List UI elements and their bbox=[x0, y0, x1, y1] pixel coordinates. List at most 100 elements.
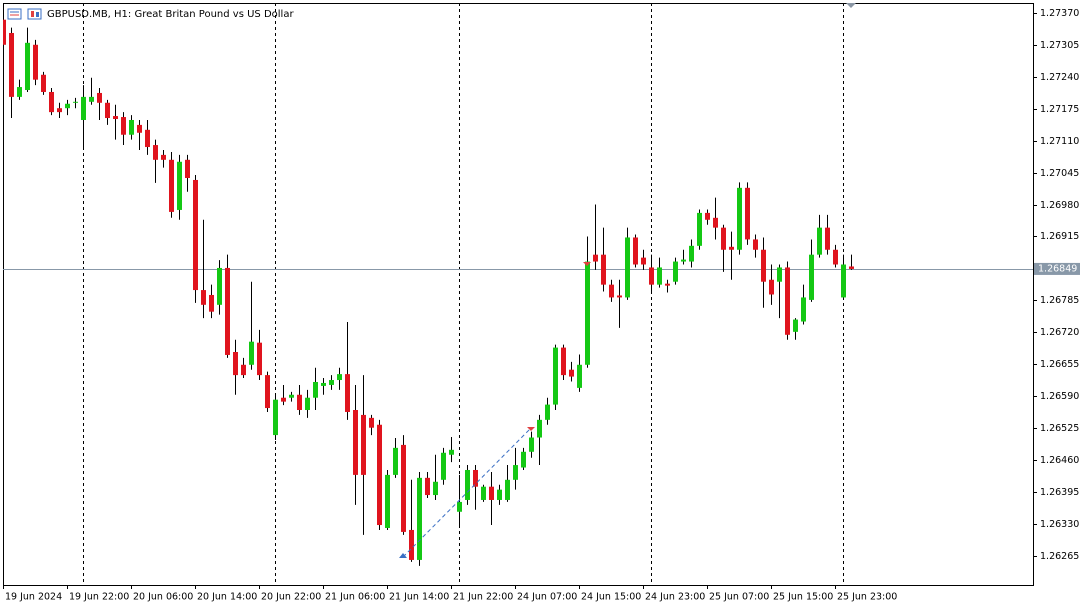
candle-body bbox=[521, 451, 526, 468]
candle-body bbox=[281, 397, 286, 402]
last-price-tag bbox=[1034, 262, 1080, 275]
x-tick-label: 24 Jun 15:00 bbox=[581, 592, 641, 603]
y-tick-label: 1.26785 bbox=[1040, 295, 1079, 306]
candle-body bbox=[489, 486, 494, 500]
candle-body bbox=[673, 261, 678, 282]
candle-body bbox=[505, 479, 510, 500]
candle-body bbox=[329, 380, 334, 385]
candle-body bbox=[265, 375, 270, 409]
candle-body bbox=[545, 404, 550, 420]
candle-body bbox=[169, 159, 174, 212]
x-tick-label: 19 Jun 22:00 bbox=[69, 592, 129, 603]
candle-body bbox=[129, 119, 134, 135]
plot-area bbox=[3, 3, 1033, 585]
candle-body bbox=[369, 417, 374, 428]
candle-body bbox=[649, 267, 654, 285]
candle-body bbox=[385, 474, 390, 528]
candle-body bbox=[353, 410, 358, 475]
candle-body bbox=[289, 394, 294, 398]
candle-body bbox=[537, 419, 542, 438]
x-tick-label: 19 Jun 2024 bbox=[5, 592, 62, 603]
candle-body bbox=[625, 237, 630, 298]
candle-body bbox=[113, 116, 118, 120]
candle-body bbox=[513, 465, 518, 480]
candle-body bbox=[337, 374, 342, 381]
y-tick-label: 1.26460 bbox=[1040, 455, 1079, 466]
candle-body bbox=[3, 19, 6, 45]
candle-body bbox=[593, 254, 598, 262]
candle-body bbox=[105, 102, 110, 119]
y-tick-label: 1.27110 bbox=[1040, 136, 1079, 147]
candle-body bbox=[553, 347, 558, 405]
candle-body bbox=[569, 369, 574, 377]
candle-body bbox=[401, 444, 406, 532]
candle-body bbox=[57, 108, 62, 113]
candle-body bbox=[721, 227, 726, 250]
candle-body bbox=[49, 91, 54, 113]
candle-body bbox=[841, 264, 846, 298]
candle-body bbox=[833, 249, 838, 265]
candle-body bbox=[121, 117, 126, 135]
candle-body bbox=[745, 187, 750, 240]
y-tick-label: 1.27370 bbox=[1040, 8, 1079, 19]
candle-body bbox=[225, 267, 230, 355]
plot-frame bbox=[3, 3, 1034, 586]
candle-body bbox=[849, 266, 854, 269]
candle-body bbox=[41, 74, 46, 92]
candle-body bbox=[449, 449, 454, 455]
x-tick-label: 21 Jun 22:00 bbox=[453, 592, 513, 603]
x-tick-label: 20 Jun 22:00 bbox=[261, 592, 321, 603]
candle-body bbox=[777, 267, 782, 282]
candle-body bbox=[617, 295, 622, 298]
y-tick-label: 1.26980 bbox=[1040, 200, 1079, 211]
y-tick-label: 1.26330 bbox=[1040, 519, 1079, 530]
candle-body bbox=[737, 187, 742, 250]
y-tick-label: 1.26655 bbox=[1040, 359, 1079, 370]
candle-body bbox=[657, 267, 662, 285]
y-tick-label: 1.26720 bbox=[1040, 327, 1079, 338]
candle-body bbox=[809, 254, 814, 300]
candle-body bbox=[457, 501, 462, 512]
candle-body bbox=[705, 212, 710, 220]
shift-marker bbox=[846, 3, 856, 8]
x-tick-label: 25 Jun 07:00 bbox=[709, 592, 769, 603]
candle-body bbox=[769, 279, 774, 295]
candle-body bbox=[417, 477, 422, 560]
candle-body bbox=[185, 159, 190, 178]
candle-body bbox=[249, 341, 254, 365]
candle-body bbox=[409, 529, 414, 560]
candle-body bbox=[697, 212, 702, 246]
candle-body bbox=[177, 161, 182, 210]
y-tick-label: 1.26395 bbox=[1040, 487, 1079, 498]
candle-body bbox=[473, 469, 478, 487]
candle-body bbox=[577, 364, 582, 388]
y-tick-label: 1.27045 bbox=[1040, 168, 1079, 179]
candle-body bbox=[209, 294, 214, 312]
candle-body bbox=[753, 239, 758, 250]
candle-body bbox=[233, 352, 238, 376]
candle-body bbox=[241, 364, 246, 376]
candle-body bbox=[441, 452, 446, 480]
x-tick-label: 25 Jun 23:00 bbox=[837, 592, 897, 603]
candle-body bbox=[633, 237, 638, 265]
candle-body bbox=[761, 249, 766, 282]
candle-body bbox=[433, 481, 438, 496]
candle-body bbox=[561, 347, 566, 376]
y-tick-label: 1.26915 bbox=[1040, 231, 1079, 242]
candle-body bbox=[665, 283, 670, 286]
chart-title: GBPUSD.MB, H1: Great Britan Pound vs US … bbox=[47, 9, 294, 20]
candle-body bbox=[9, 32, 14, 97]
x-tick-label: 24 Jun 07:00 bbox=[517, 592, 577, 603]
candle-body bbox=[601, 254, 606, 285]
candle-body bbox=[321, 382, 326, 386]
x-tick-label: 21 Jun 14:00 bbox=[389, 592, 449, 603]
candle-body bbox=[17, 87, 22, 97]
candle-body bbox=[25, 42, 30, 91]
candle-body bbox=[481, 486, 486, 500]
candle-body bbox=[641, 257, 646, 265]
y-tick-label: 1.26525 bbox=[1040, 423, 1079, 434]
candle-body bbox=[497, 489, 502, 500]
candle-body bbox=[609, 284, 614, 298]
candle-body bbox=[257, 342, 262, 376]
